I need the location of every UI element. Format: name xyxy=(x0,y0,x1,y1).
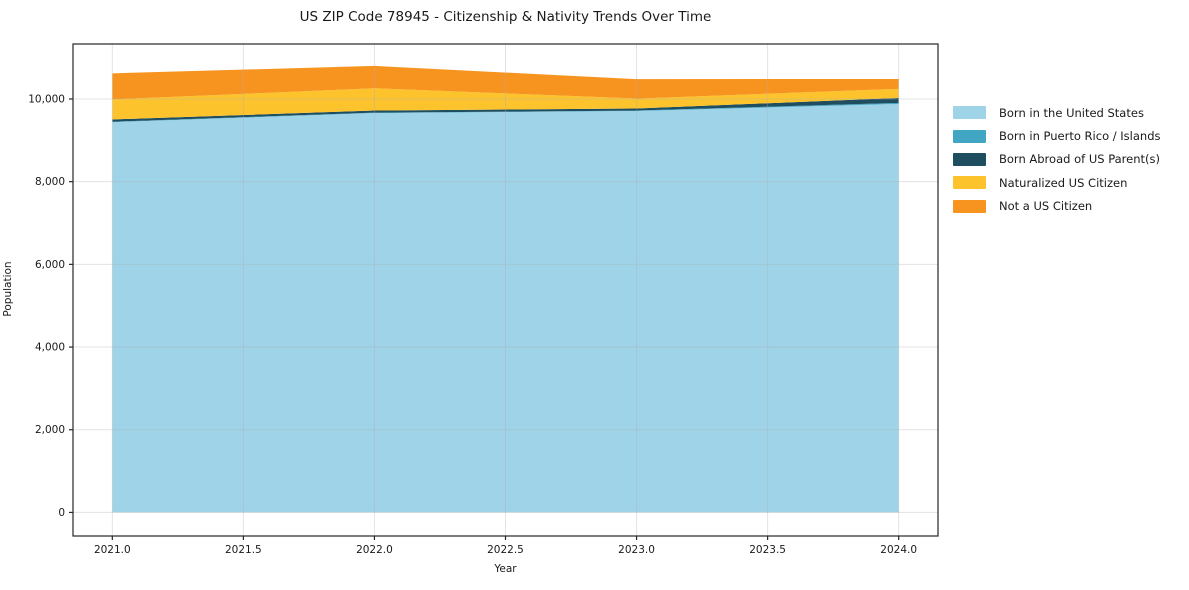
legend-swatch-born-us-icon xyxy=(953,106,986,120)
legend-item: Born Abroad of US Parent(s) xyxy=(953,148,1161,171)
legend-label: Naturalized US Citizen xyxy=(999,175,1128,190)
y-tick-label: 6,000 xyxy=(35,259,65,271)
x-tick-label: 2022.5 xyxy=(487,544,524,556)
legend-item: Born in Puerto Rico / Islands xyxy=(953,124,1161,147)
legend-label: Not a US Citizen xyxy=(999,199,1093,214)
x-tick-label: 2023.0 xyxy=(618,544,655,556)
chart-title: US ZIP Code 78945 - Citizenship & Nativi… xyxy=(299,9,712,25)
area-series-3 xyxy=(112,88,899,120)
legend-swatch-not-citizen-icon xyxy=(953,199,986,213)
legend-item: Naturalized US Citizen xyxy=(953,171,1161,194)
x-tick-label: 2021.5 xyxy=(225,544,262,556)
y-tick-label: 2,000 xyxy=(35,424,65,436)
legend-swatch-naturalized-icon xyxy=(953,176,986,190)
legend: Born in the United States Born in Puerto… xyxy=(953,101,1161,218)
x-tick-label: 2023.5 xyxy=(749,544,786,556)
y-tick-label: 10,000 xyxy=(28,93,65,105)
x-tick-label: 2021.0 xyxy=(94,544,131,556)
legend-label: Born Abroad of US Parent(s) xyxy=(999,152,1160,167)
y-tick-label: 0 xyxy=(58,507,65,519)
x-axis-label: Year xyxy=(494,563,517,575)
legend-swatch-born-pr-icon xyxy=(953,129,986,143)
area-series-4 xyxy=(112,65,899,100)
legend-item: Born in the United States xyxy=(953,101,1161,124)
area-series-0 xyxy=(112,103,899,513)
legend-label: Born in the United States xyxy=(999,105,1144,120)
legend-swatch-born-abroad-icon xyxy=(953,152,986,166)
y-tick-label: 4,000 xyxy=(35,342,65,354)
area-series-2 xyxy=(112,97,899,122)
y-tick-label: 8,000 xyxy=(35,176,65,188)
x-tick-label: 2024.0 xyxy=(880,544,917,556)
legend-item: Not a US Citizen xyxy=(953,195,1161,218)
x-tick-label: 2022.0 xyxy=(356,544,393,556)
legend-label: Born in Puerto Rico / Islands xyxy=(999,129,1161,144)
y-axis-label: Population xyxy=(2,261,14,317)
